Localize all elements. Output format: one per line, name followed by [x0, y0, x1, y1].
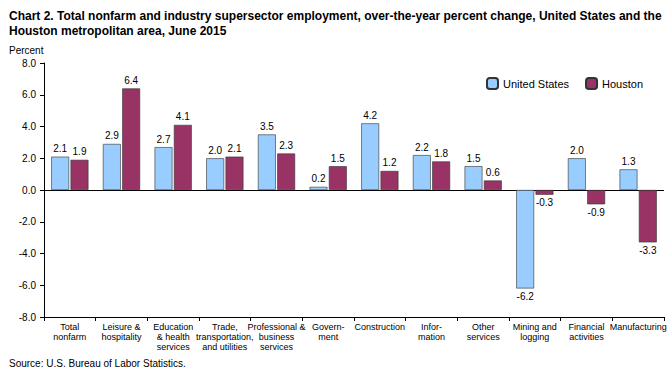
svg-text:Govern-: Govern- [312, 322, 345, 332]
svg-text:logging: logging [520, 332, 549, 342]
svg-text:Total: Total [60, 322, 79, 332]
svg-text:2.0: 2.0 [208, 145, 222, 156]
svg-text:0.6: 0.6 [486, 167, 500, 178]
svg-text:Leisure &: Leisure & [102, 322, 140, 332]
svg-text:2.7: 2.7 [157, 134, 171, 145]
svg-text:1.9: 1.9 [73, 146, 87, 157]
svg-text:1.8: 1.8 [434, 148, 448, 159]
svg-text:-3.3: -3.3 [639, 245, 657, 256]
svg-text:2.2: 2.2 [415, 142, 429, 153]
svg-text:nonfarm: nonfarm [53, 332, 86, 342]
svg-text:2.0: 2.0 [22, 153, 36, 164]
svg-text:2.0: 2.0 [570, 145, 584, 156]
svg-text:services: services [157, 342, 191, 352]
svg-text:Chart 2. Total nonfarm and ind: Chart 2. Total nonfarm and industry supe… [9, 9, 665, 23]
svg-text:United States: United States [503, 78, 570, 90]
svg-text:4.2: 4.2 [363, 110, 377, 121]
svg-text:2.9: 2.9 [105, 130, 119, 141]
svg-text:6.0: 6.0 [22, 89, 36, 100]
svg-text:Professional &: Professional & [247, 322, 305, 332]
svg-text:hospitality: hospitality [101, 332, 142, 342]
svg-text:0.2: 0.2 [312, 173, 326, 184]
svg-text:-8.0: -8.0 [19, 312, 37, 323]
svg-text:-6.0: -6.0 [19, 280, 37, 291]
svg-text:Percent: Percent [9, 45, 44, 56]
svg-text:1.5: 1.5 [467, 153, 481, 164]
svg-text:0.0: 0.0 [22, 185, 36, 196]
svg-text:2.1: 2.1 [228, 143, 242, 154]
svg-text:activities: activities [569, 332, 604, 342]
svg-text:-2.0: -2.0 [19, 216, 37, 227]
svg-text:& health: & health [157, 332, 190, 342]
svg-text:-0.3: -0.3 [536, 197, 554, 208]
svg-text:-6.2: -6.2 [517, 291, 535, 302]
svg-text:services: services [260, 342, 294, 352]
svg-text:1.3: 1.3 [622, 156, 636, 167]
svg-text:Financial: Financial [568, 322, 604, 332]
svg-text:4.0: 4.0 [22, 121, 36, 132]
svg-text:8.0: 8.0 [22, 58, 36, 69]
svg-text:Houston metropolitan area, Jun: Houston metropolitan area, June 2015 [9, 24, 227, 38]
svg-text:mation: mation [418, 332, 445, 342]
svg-text:Trade,: Trade, [212, 322, 238, 332]
svg-text:Education: Education [153, 322, 193, 332]
svg-text:Manufacturing: Manufacturing [610, 322, 667, 332]
svg-text:Other: Other [472, 322, 495, 332]
svg-text:3.5: 3.5 [260, 121, 274, 132]
svg-text:-0.9: -0.9 [588, 207, 606, 218]
svg-text:4.1: 4.1 [176, 111, 190, 122]
svg-text:1.5: 1.5 [331, 153, 345, 164]
svg-text:2.3: 2.3 [279, 140, 293, 151]
svg-text:Houston: Houston [602, 78, 643, 90]
svg-text:2.1: 2.1 [53, 143, 67, 154]
svg-text:Source: U.S. Bureau of Labor S: Source: U.S. Bureau of Labor Statistics. [9, 358, 186, 369]
svg-text:-4.0: -4.0 [19, 248, 37, 259]
svg-text:6.4: 6.4 [124, 75, 138, 86]
svg-text:Infor-: Infor- [421, 322, 442, 332]
svg-text:and utilities: and utilities [202, 342, 248, 352]
svg-text:ment: ment [318, 332, 339, 342]
svg-text:Mining and: Mining and [513, 322, 557, 332]
svg-text:1.2: 1.2 [383, 157, 397, 168]
svg-text:Construction: Construction [355, 322, 406, 332]
svg-text:transportation,: transportation, [196, 332, 254, 342]
svg-text:business: business [259, 332, 295, 342]
svg-text:services: services [467, 332, 501, 342]
